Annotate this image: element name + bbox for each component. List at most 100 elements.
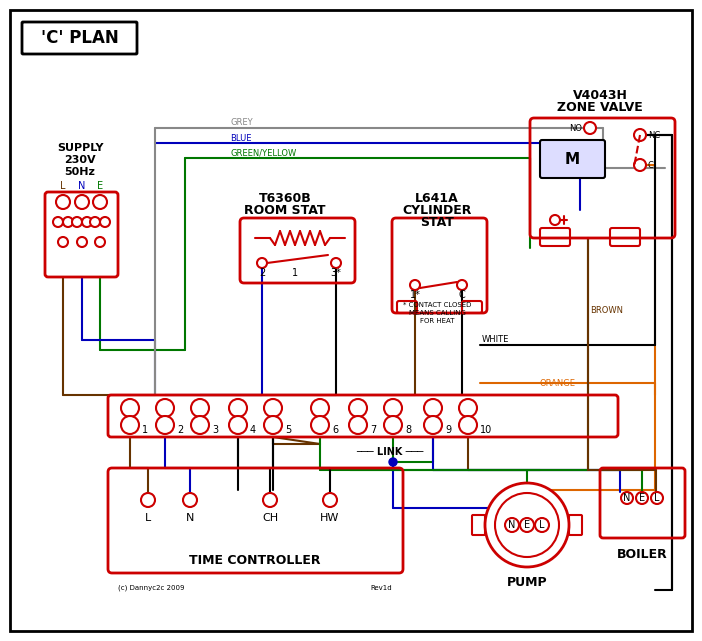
- Circle shape: [121, 416, 139, 434]
- Text: BROWN: BROWN: [590, 306, 623, 315]
- Circle shape: [156, 416, 174, 434]
- Circle shape: [349, 416, 367, 434]
- Text: 8: 8: [405, 425, 411, 435]
- Circle shape: [459, 399, 477, 417]
- Text: T6360B: T6360B: [258, 192, 312, 204]
- Text: CYLINDER: CYLINDER: [402, 203, 472, 217]
- Text: N: N: [508, 520, 516, 530]
- Text: SUPPLY: SUPPLY: [57, 143, 103, 153]
- Text: E: E: [639, 493, 645, 503]
- Circle shape: [424, 416, 442, 434]
- Circle shape: [323, 493, 337, 507]
- Circle shape: [53, 217, 63, 227]
- Circle shape: [384, 416, 402, 434]
- Circle shape: [93, 195, 107, 209]
- Text: * CONTACT CLOSED: * CONTACT CLOSED: [403, 302, 471, 308]
- Text: 6: 6: [332, 425, 338, 435]
- Text: 7: 7: [370, 425, 376, 435]
- Text: 1: 1: [292, 268, 298, 278]
- Text: 10: 10: [480, 425, 492, 435]
- Text: ORANGE: ORANGE: [540, 378, 576, 388]
- Text: 9: 9: [445, 425, 451, 435]
- Circle shape: [264, 399, 282, 417]
- Circle shape: [389, 458, 397, 466]
- Circle shape: [311, 399, 329, 417]
- Text: V4043H: V4043H: [573, 88, 628, 101]
- Circle shape: [77, 237, 87, 247]
- Circle shape: [191, 416, 209, 434]
- Text: L: L: [60, 181, 66, 191]
- Text: PUMP: PUMP: [507, 576, 548, 590]
- Circle shape: [121, 399, 139, 417]
- Circle shape: [636, 492, 648, 504]
- Text: 230V: 230V: [64, 155, 95, 165]
- Text: 2: 2: [259, 268, 265, 278]
- Circle shape: [331, 258, 341, 268]
- Text: E: E: [524, 520, 530, 530]
- Text: L: L: [145, 513, 151, 523]
- Text: HW: HW: [320, 513, 340, 523]
- Circle shape: [495, 493, 559, 557]
- Circle shape: [384, 399, 402, 417]
- Circle shape: [63, 217, 73, 227]
- Text: WHITE: WHITE: [482, 335, 510, 344]
- Text: ROOM STAT: ROOM STAT: [244, 203, 326, 217]
- Circle shape: [311, 416, 329, 434]
- Circle shape: [72, 217, 82, 227]
- Text: 5: 5: [285, 425, 291, 435]
- Circle shape: [651, 492, 663, 504]
- Text: 4: 4: [250, 425, 256, 435]
- Text: C: C: [648, 160, 654, 169]
- Text: BOILER: BOILER: [616, 547, 668, 560]
- Circle shape: [90, 217, 100, 227]
- Text: GREY: GREY: [230, 117, 253, 126]
- Circle shape: [141, 493, 155, 507]
- Text: GREEN/YELLOW: GREEN/YELLOW: [230, 149, 296, 158]
- Circle shape: [75, 195, 89, 209]
- Text: N: N: [186, 513, 194, 523]
- Circle shape: [457, 280, 467, 290]
- Circle shape: [621, 492, 633, 504]
- Circle shape: [100, 217, 110, 227]
- Circle shape: [183, 493, 197, 507]
- Circle shape: [257, 258, 267, 268]
- Text: STAT: STAT: [420, 215, 454, 228]
- Circle shape: [229, 416, 247, 434]
- Text: M: M: [564, 151, 580, 167]
- Text: NO: NO: [569, 124, 582, 133]
- FancyBboxPatch shape: [10, 10, 692, 631]
- FancyBboxPatch shape: [540, 140, 605, 178]
- Text: 3*: 3*: [331, 268, 341, 278]
- Circle shape: [410, 280, 420, 290]
- Text: 'C' PLAN: 'C' PLAN: [41, 29, 119, 47]
- Circle shape: [520, 518, 534, 532]
- Text: E: E: [97, 181, 103, 191]
- Circle shape: [349, 399, 367, 417]
- Circle shape: [485, 483, 569, 567]
- Circle shape: [584, 122, 596, 134]
- Text: (c) Dannyc2c 2009: (c) Dannyc2c 2009: [118, 585, 185, 591]
- Text: 1: 1: [142, 425, 148, 435]
- Text: ─── LINK ───: ─── LINK ───: [357, 447, 424, 457]
- Text: MEANS CALLING: MEANS CALLING: [409, 310, 465, 316]
- Text: FOR HEAT: FOR HEAT: [420, 318, 454, 324]
- Text: NC: NC: [648, 131, 661, 140]
- FancyBboxPatch shape: [22, 22, 137, 54]
- Circle shape: [191, 399, 209, 417]
- Text: L641A: L641A: [415, 192, 459, 204]
- Text: Rev1d: Rev1d: [370, 585, 392, 591]
- Text: ZONE VALVE: ZONE VALVE: [557, 101, 643, 113]
- Circle shape: [505, 518, 519, 532]
- Circle shape: [56, 195, 70, 209]
- Circle shape: [459, 416, 477, 434]
- Text: 50Hz: 50Hz: [65, 167, 95, 177]
- Text: 3: 3: [212, 425, 218, 435]
- Circle shape: [634, 159, 646, 171]
- Circle shape: [229, 399, 247, 417]
- Text: 1*: 1*: [409, 290, 420, 300]
- Circle shape: [263, 493, 277, 507]
- Circle shape: [264, 416, 282, 434]
- Text: TIME CONTROLLER: TIME CONTROLLER: [190, 554, 321, 567]
- Text: BLUE: BLUE: [230, 133, 251, 142]
- Text: L: L: [654, 493, 660, 503]
